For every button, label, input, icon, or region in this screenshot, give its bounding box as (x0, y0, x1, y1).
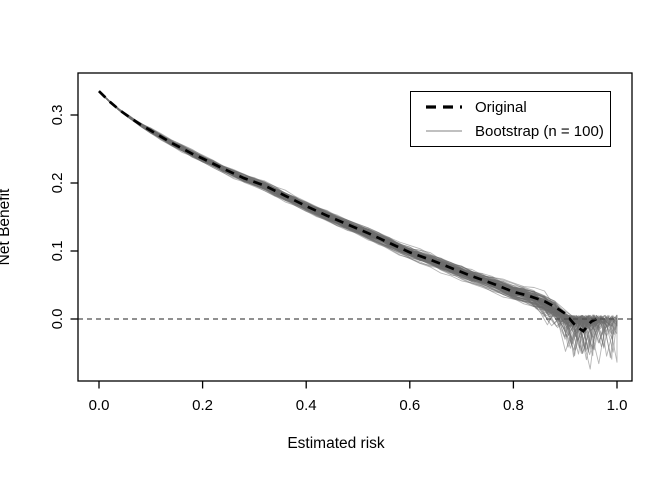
x-tick-label: 0.2 (192, 397, 213, 414)
x-axis-title: Estimated risk (287, 435, 385, 452)
y-tick-label: 0.0 (49, 309, 66, 330)
x-tick-label: 0.0 (89, 397, 110, 414)
x-tick-label: 0.8 (503, 397, 524, 414)
y-axis-title-text: Net Benefit (0, 188, 13, 266)
y-tick-label: 0.1 (49, 241, 66, 262)
legend-entry-bootstrap: Bootstrap (n = 100) (424, 121, 610, 142)
bootstrap-line (98, 90, 582, 325)
original-line-sample-icon (426, 105, 462, 109)
bootstrap-line (98, 90, 593, 322)
x-tick-label: 0.6 (399, 397, 420, 414)
y-tick-label: 0.3 (49, 105, 66, 126)
y-tick-label: 0.2 (49, 173, 66, 194)
legend-label-original: Original (475, 98, 527, 116)
legend-label-bootstrap: Bootstrap (n = 100) (475, 122, 604, 140)
x-tick-label: 1.0 (607, 397, 628, 414)
legend-box: Original Bootstrap (n = 100) (410, 91, 611, 147)
plot-frame (77, 72, 633, 382)
bootstrap-line-sample-icon (426, 130, 462, 132)
x-tick-label: 0.4 (296, 397, 317, 414)
original-line (98, 90, 597, 334)
legend-entry-original: Original (424, 97, 610, 118)
plot-data-layer (98, 90, 618, 370)
